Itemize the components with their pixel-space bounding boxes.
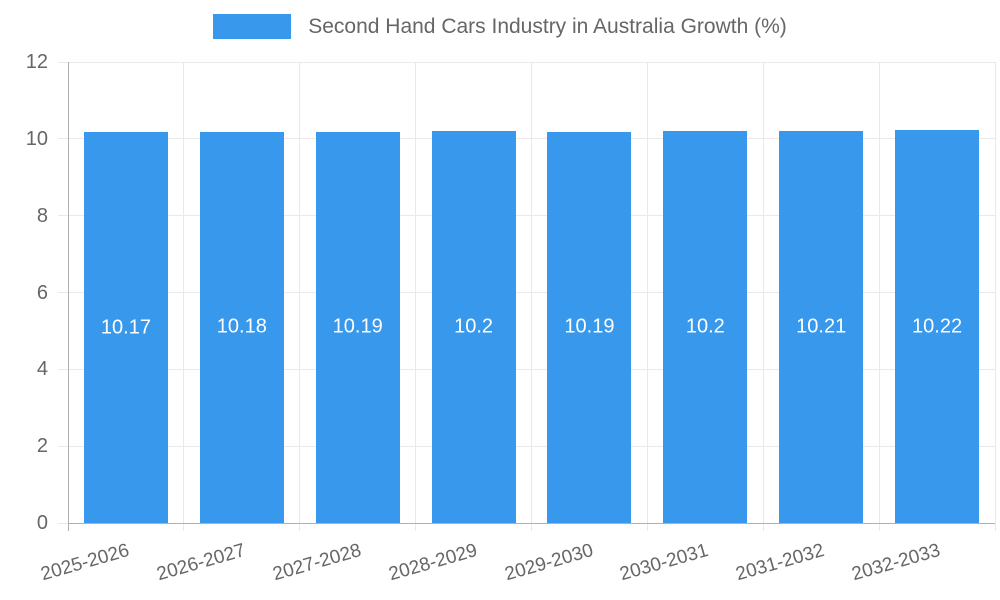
- x-axis-tick: [646, 523, 648, 531]
- x-axis-tick: [415, 523, 417, 531]
- y-axis-tick: [58, 61, 68, 63]
- x-axis-tick: [878, 523, 880, 531]
- bar-value-label: 10.22: [912, 315, 963, 338]
- y-axis-tick-label: 0: [36, 512, 48, 534]
- bar[interactable]: [663, 131, 748, 523]
- gridline-vertical: [531, 62, 532, 523]
- x-axis-tick-label: 2032-2033: [849, 540, 943, 586]
- y-axis-tick: [58, 138, 68, 140]
- x-axis-tick-label: 2028-2029: [386, 540, 480, 586]
- bar[interactable]: [547, 131, 632, 523]
- bar[interactable]: [779, 130, 864, 523]
- x-axis-tick-label: 2029-2030: [502, 540, 596, 586]
- gridline-vertical: [299, 62, 301, 523]
- x-axis-tick-label: 2030-2031: [617, 540, 712, 586]
- chart-legend[interactable]: Second Hand Cars Industry in Australia G…: [0, 14, 1000, 39]
- y-axis-tick: [58, 445, 68, 447]
- x-axis-tick-label: 2031-2032: [733, 540, 827, 586]
- x-axis-tick: [994, 523, 996, 531]
- x-axis-tick: [762, 523, 764, 531]
- bar-value-label: 10.2: [454, 315, 494, 338]
- bar-value-label: 10.19: [564, 315, 615, 338]
- legend-color-swatch[interactable]: [213, 14, 292, 39]
- bar[interactable]: [895, 130, 980, 523]
- bar-value-label: 10.19: [332, 315, 383, 338]
- y-axis-line: [67, 62, 69, 531]
- bar-value-label: 10.21: [796, 315, 847, 338]
- gridline-vertical: [646, 62, 648, 523]
- gridline-vertical: [415, 62, 417, 523]
- bar-value-label: 10.2: [685, 315, 725, 338]
- y-axis-tick-label: 2: [36, 435, 48, 458]
- y-axis-tick-label: 10: [25, 127, 48, 150]
- x-axis-tick: [299, 523, 301, 531]
- gridline-vertical: [762, 62, 764, 523]
- y-axis-tick-label: 12: [25, 51, 48, 73]
- y-axis-tick: [58, 522, 68, 524]
- x-axis-tick-label: 2027-2028: [270, 540, 364, 586]
- y-axis-tick: [58, 215, 68, 217]
- bar[interactable]: [83, 132, 168, 523]
- chart-title: Second Hand Cars Industry in Australia G…: [308, 15, 787, 38]
- gridline-vertical: [878, 62, 880, 523]
- bar-value-label: 10.18: [216, 315, 267, 338]
- y-axis-tick-label: 6: [36, 281, 48, 304]
- bar[interactable]: [431, 131, 516, 523]
- gridline-vertical: [994, 62, 996, 523]
- x-axis-tick-label: 2026-2027: [154, 540, 248, 586]
- y-axis-tick: [58, 368, 68, 370]
- bar[interactable]: [315, 131, 400, 523]
- y-axis-tick: [58, 292, 68, 293]
- x-axis-zero-line: [68, 522, 995, 524]
- gridline-vertical: [183, 62, 185, 523]
- bar-value-label: 10.17: [100, 316, 151, 339]
- x-axis-tick: [183, 523, 185, 531]
- y-axis-tick-label: 8: [36, 204, 48, 227]
- x-axis-tick: [531, 523, 532, 531]
- y-axis-tick-label: 4: [36, 358, 48, 381]
- bar[interactable]: [199, 131, 284, 523]
- x-axis-tick-label: 2025-2026: [38, 540, 132, 586]
